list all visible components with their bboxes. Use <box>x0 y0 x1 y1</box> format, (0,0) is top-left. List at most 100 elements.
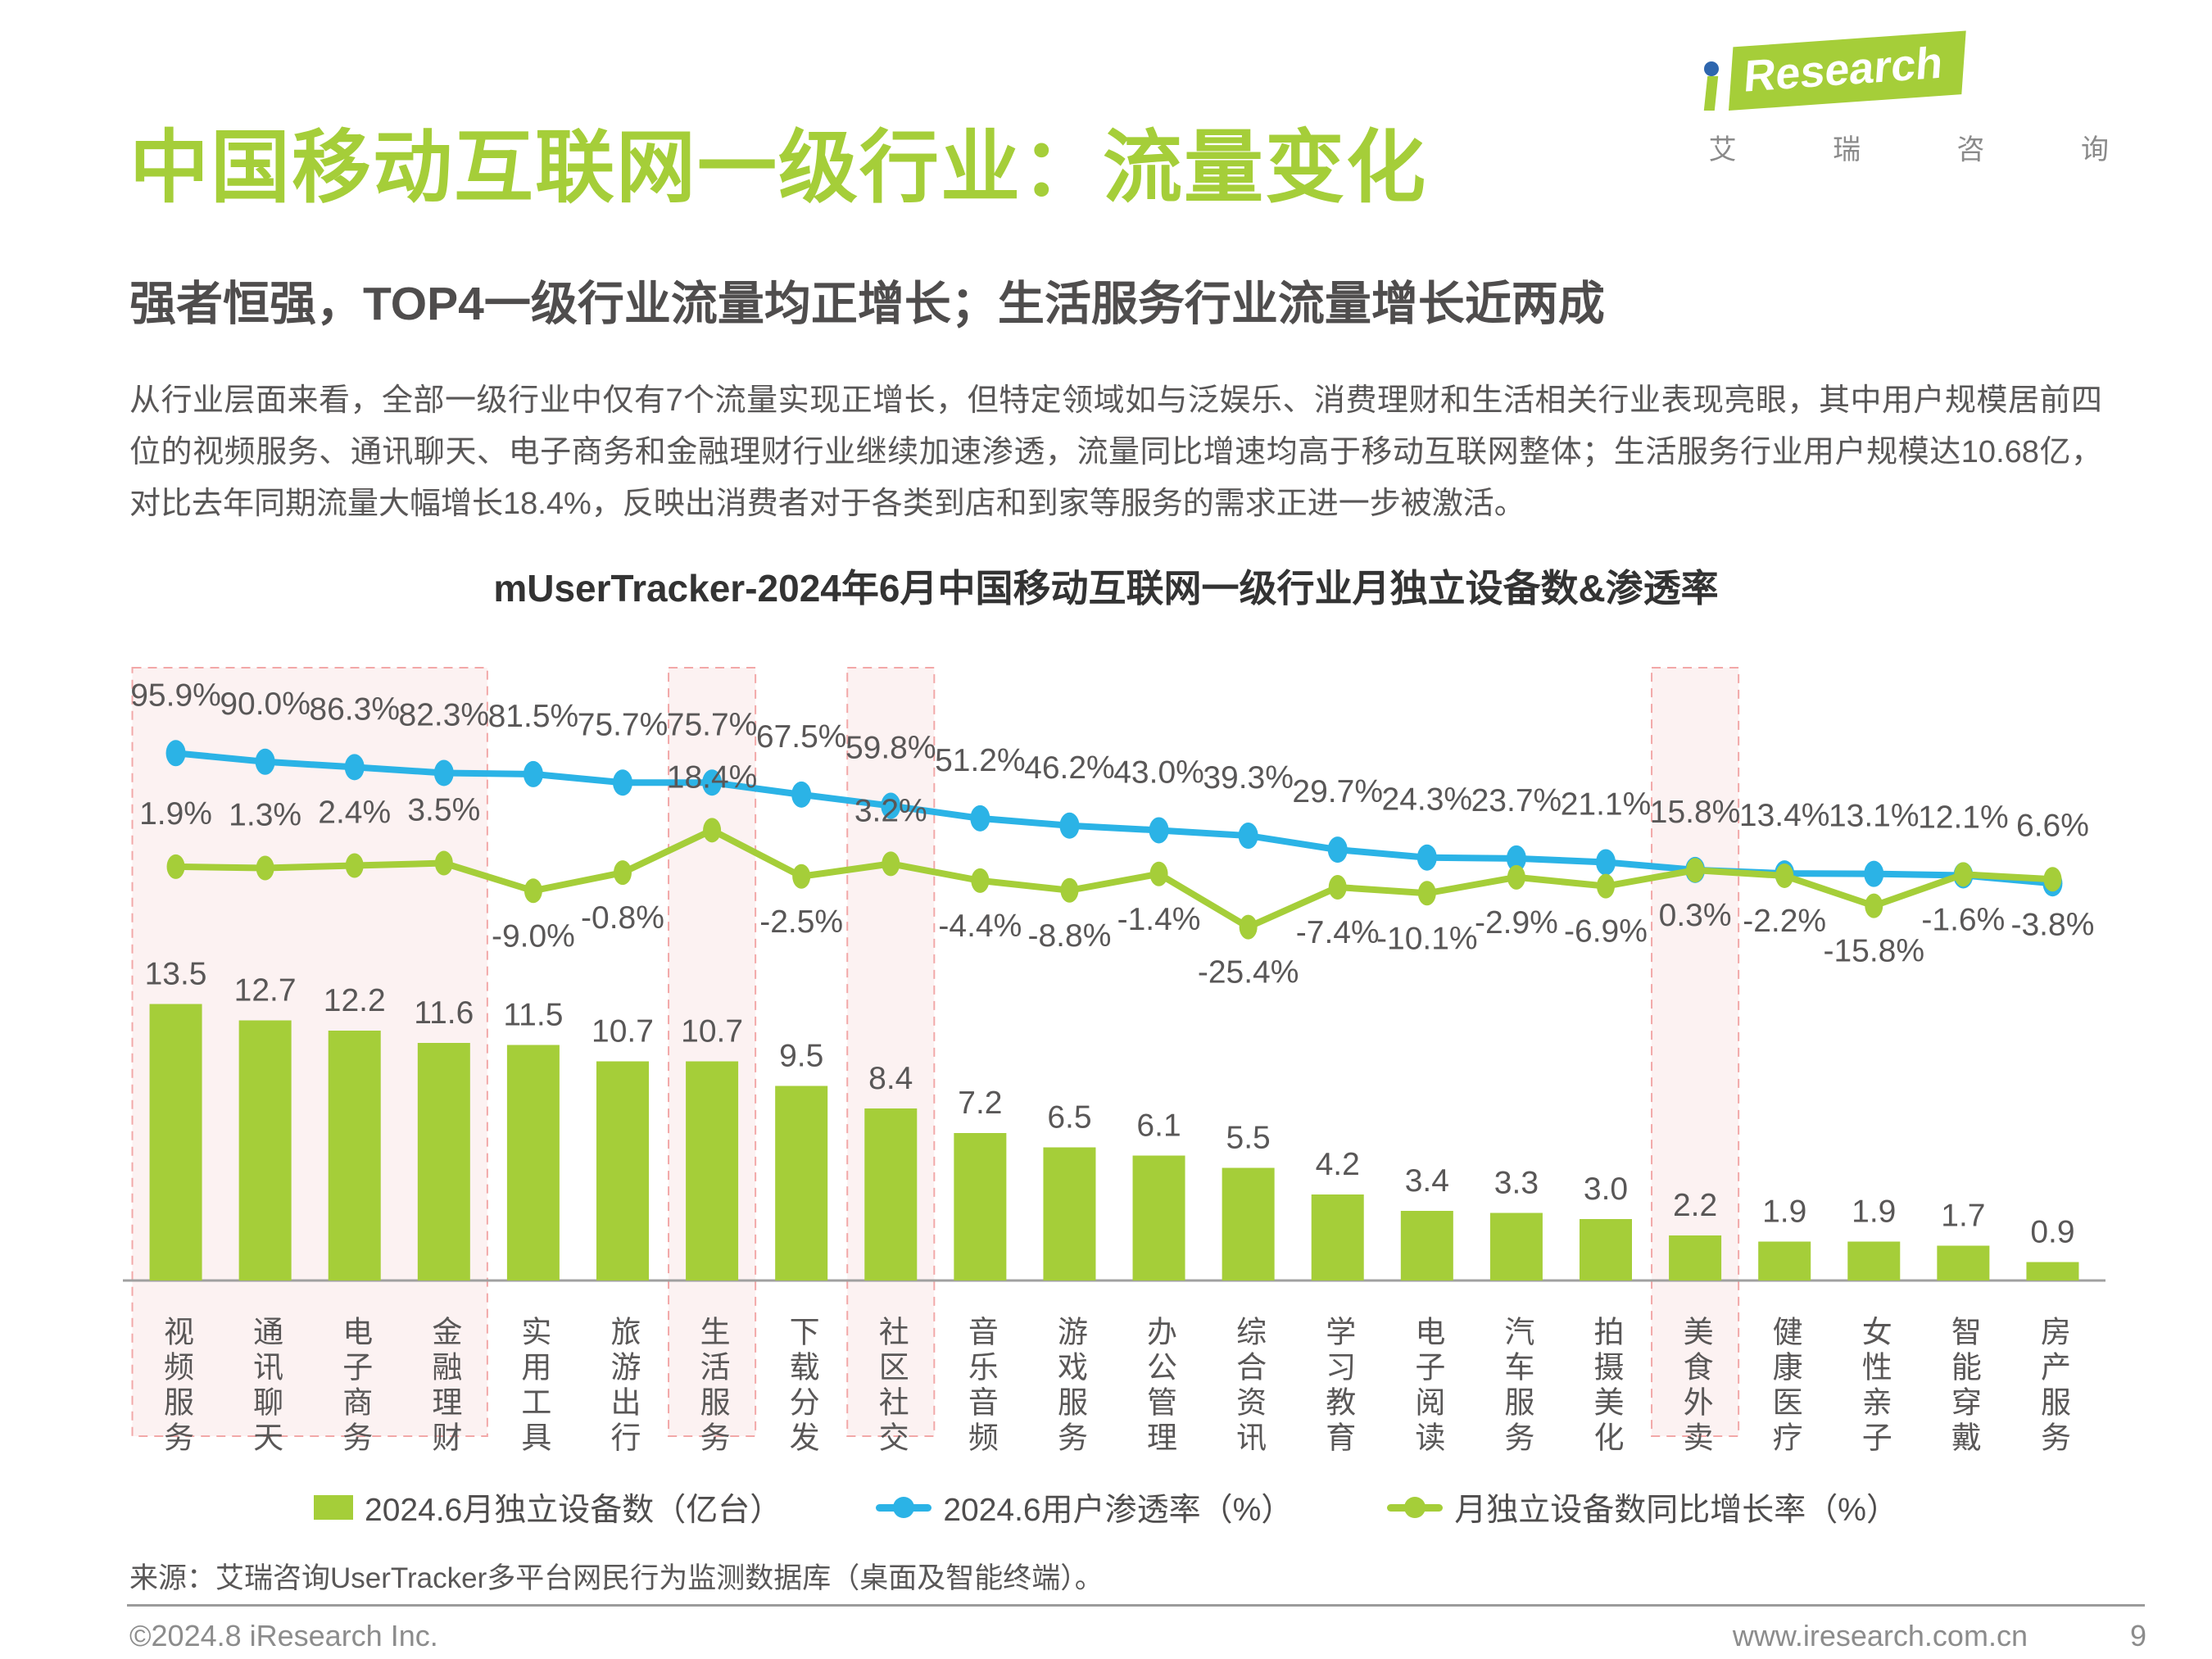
bar-value-label: 2.2 <box>1673 1188 1717 1223</box>
growth-point <box>1865 893 1883 918</box>
legend-item-device-count: 2024.6月独立设备数（亿台） <box>314 1484 782 1530</box>
chart-legend: 2024.6月独立设备数（亿台） 2024.6用户渗透率（%） 月独立设备数同比… <box>0 1484 2212 1530</box>
penetration-label: 13.4% <box>1739 798 1830 833</box>
penetration-label: 59.8% <box>845 731 936 766</box>
penetration-point <box>970 805 990 832</box>
legend-label-penetration: 2024.6用户渗透率（%） <box>943 1493 1294 1528</box>
growth-label: -8.8% <box>1028 918 1112 954</box>
category-label: 健康医疗 <box>1768 1316 1802 1457</box>
growth-point <box>1507 864 1525 890</box>
bar <box>864 1108 918 1281</box>
growth-label: -10.1% <box>1376 921 1478 956</box>
penetration-label: 6.6% <box>2016 808 2089 843</box>
growth-label: -0.8% <box>581 900 664 936</box>
penetration-point <box>1327 836 1348 863</box>
penetration-label: 75.7% <box>667 707 758 742</box>
penetration-point <box>791 781 812 808</box>
growth-label: -1.6% <box>1921 902 2005 937</box>
page-subtitle: 强者恒强，TOP4一级行业流量均正增长；生活服务行业流量增长近两成 <box>129 278 1605 331</box>
category-label: 综合资讯 <box>1231 1316 1266 1457</box>
penetration-label: 29.7% <box>1292 774 1383 809</box>
growth-label: -2.2% <box>1743 904 1826 939</box>
bar-value-label: 1.9 <box>1852 1194 1896 1230</box>
bar-value-label: 9.5 <box>779 1039 823 1074</box>
penetration-label: 46.2% <box>1024 750 1115 786</box>
growth-point <box>1060 877 1079 903</box>
penetration-label: 82.3% <box>399 698 490 733</box>
penetration-point <box>1238 823 1258 850</box>
logo-mark: Research <box>1703 30 2153 111</box>
penetration-point <box>1595 849 1616 876</box>
growth-point <box>792 863 811 889</box>
category-label: 视频服务 <box>159 1316 193 1457</box>
bar <box>596 1061 649 1281</box>
category-label: 实用工具 <box>516 1316 551 1457</box>
penetration-point <box>1506 845 1526 872</box>
growth-point <box>882 851 900 877</box>
growth-point <box>703 818 722 843</box>
copyright-text: ©2024.8 iResearch Inc. <box>129 1619 438 1652</box>
growth-label: 0.3% <box>1659 898 1732 933</box>
penetration-label: 86.3% <box>309 691 400 727</box>
growth-label: 1.9% <box>139 796 212 832</box>
growth-point <box>613 860 632 886</box>
bar <box>149 1004 202 1281</box>
legend-item-growth: 月独立设备数同比增长率（%） <box>1387 1484 1898 1530</box>
category-label: 美食外卖 <box>1679 1316 1713 1457</box>
penetration-label: 95.9% <box>130 678 221 713</box>
bar <box>1400 1211 1453 1281</box>
intro-paragraph: 从行业层面来看，全部一级行业中仅有7个流量实现正增长，但特定领域如与泛娱乐、消费… <box>129 383 2102 522</box>
growth-point <box>971 868 990 893</box>
growth-point <box>1686 858 1705 883</box>
penetration-point <box>1149 817 1169 844</box>
bar-value-label: 10.7 <box>681 1014 743 1049</box>
growth-point <box>166 854 185 879</box>
growth-label: 18.4% <box>667 759 758 795</box>
bar-value-label: 8.4 <box>868 1061 913 1096</box>
bar-value-label: 3.4 <box>1405 1163 1449 1199</box>
penetration-label: 75.7% <box>578 707 669 742</box>
legend-label-device-count: 2024.6月独立设备数（亿台） <box>365 1493 782 1528</box>
footer-url: www.iresearch.com.cn <box>1732 1619 2028 1652</box>
penetration-label: 12.1% <box>1918 800 2009 835</box>
source-note: 来源：艾瑞咨询UserTracker多平台网民行为监测数据库（桌面及智能终端）。 <box>129 1562 1104 1594</box>
penetration-label: 51.2% <box>935 743 1026 778</box>
footer-divider <box>127 1604 2145 1607</box>
bar <box>1132 1155 1185 1281</box>
growth-point <box>1775 863 1794 888</box>
growth-point <box>1417 881 1436 906</box>
growth-label: 1.3% <box>229 797 301 832</box>
page-number: 9 <box>2129 1619 2146 1652</box>
bar-swatch-icon <box>314 1495 354 1520</box>
chart-canvas: 13.5 12.7 12.2 11.6 11.5 10.7 10.7 9.5 8.4 7.2 6.5… <box>123 667 2105 1437</box>
penetration-label: 15.8% <box>1650 795 1741 830</box>
category-label: 汽车服务 <box>1499 1316 1534 1457</box>
penetration-label: 39.3% <box>1203 760 1294 796</box>
bar-value-label: 11.6 <box>414 995 474 1031</box>
bar-value-label: 5.5 <box>1226 1121 1271 1156</box>
category-label: 金融理财 <box>427 1316 461 1457</box>
penetration-point <box>523 760 543 787</box>
bar <box>417 1043 470 1281</box>
penetration-point <box>612 769 632 796</box>
chart-title: mUserTracker-2024年6月中国移动互联网一级行业月独立设备数&渗透… <box>493 567 1719 610</box>
penetration-label: 23.7% <box>1471 783 1562 818</box>
category-label: 下载分发 <box>785 1316 819 1457</box>
penetration-label: 81.5% <box>488 699 579 734</box>
growth-label: -2.5% <box>759 904 843 940</box>
bar <box>775 1086 828 1281</box>
category-label: 电子阅读 <box>1410 1316 1444 1457</box>
growth-point <box>1954 862 1973 887</box>
green-line-swatch-icon <box>1387 1496 1444 1518</box>
growth-label: -25.4% <box>1198 955 1299 990</box>
growth-point <box>345 853 364 878</box>
bar <box>1311 1194 1364 1281</box>
highlight-region <box>668 667 757 1437</box>
penetration-label: 24.3% <box>1382 782 1473 818</box>
growth-point <box>1239 914 1258 940</box>
logo-wordmark: Research <box>1728 30 1966 111</box>
category-label: 社区社交 <box>874 1316 909 1457</box>
bar <box>1758 1241 1811 1281</box>
bar <box>1222 1167 1275 1281</box>
bar-value-label: 13.5 <box>145 957 207 992</box>
